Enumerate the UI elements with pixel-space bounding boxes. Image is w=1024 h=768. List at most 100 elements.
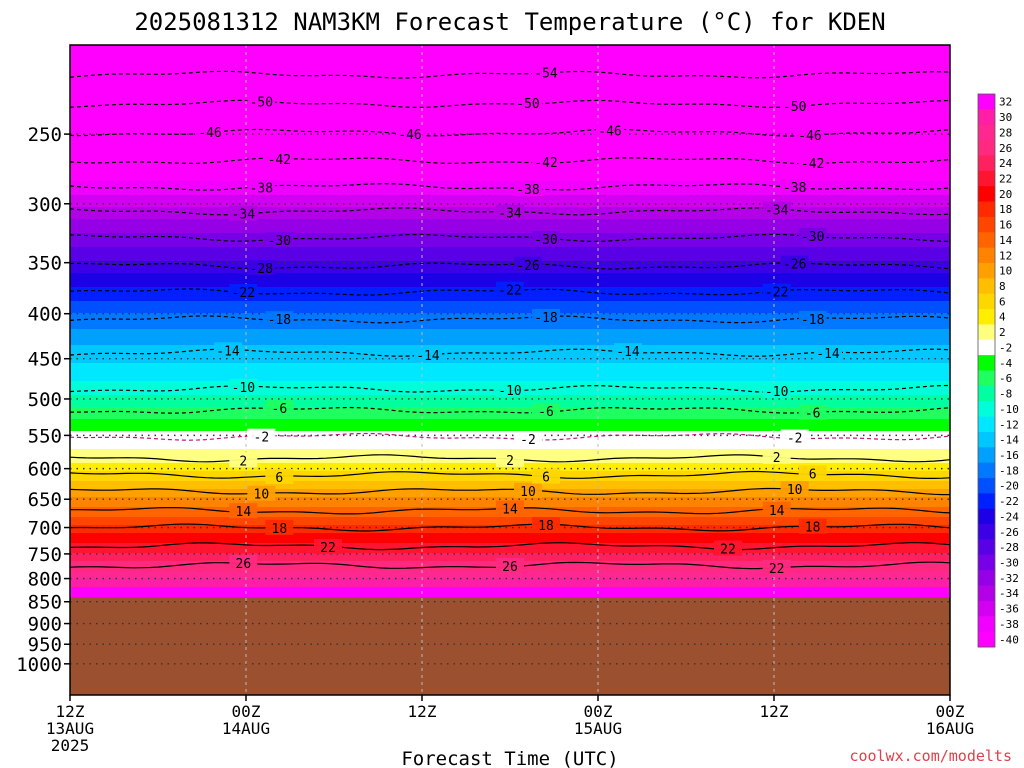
isotherm-line	[69, 542, 951, 551]
isotherm-label-bg	[247, 485, 276, 501]
temperature-band	[70, 323, 950, 326]
temperature-band	[70, 593, 950, 596]
isotherm-label-bg	[796, 126, 824, 142]
temperature-band	[70, 553, 950, 556]
temperature-band	[70, 541, 950, 544]
temperature-band	[70, 577, 950, 580]
temperature-band	[70, 313, 950, 316]
temperature-band	[70, 229, 950, 232]
temperature-band	[70, 499, 950, 502]
isotherm-label: -46	[598, 124, 621, 139]
temperature-band	[70, 177, 950, 180]
temperature-band	[70, 171, 950, 174]
colorbar-swatch	[978, 155, 995, 172]
colorbar-swatch	[978, 524, 995, 540]
temperature-band	[70, 357, 950, 360]
colorbar-label: 10	[999, 265, 1012, 278]
isotherm-label: -14	[416, 349, 440, 364]
colorbar-swatch	[978, 539, 995, 556]
temperature-band	[70, 61, 950, 64]
isotherm-label: -14	[616, 345, 640, 360]
temperature-band	[70, 437, 950, 440]
isotherm-label: 22	[720, 543, 736, 558]
colorbar-label: 6	[999, 295, 1006, 308]
isotherm-label-bg	[532, 403, 560, 419]
isotherm-label-bg	[814, 345, 842, 361]
colorbar-label: -10	[999, 403, 1019, 416]
colorbar-swatch	[978, 370, 995, 387]
temperature-band	[70, 139, 950, 142]
isotherm-label-bg	[514, 181, 542, 197]
temperature-band	[70, 477, 950, 480]
temperature-band	[70, 515, 950, 518]
colorbar-label: -38	[999, 618, 1019, 631]
isotherm-label-bg	[214, 342, 242, 358]
isotherm-label: -6	[538, 405, 554, 420]
isotherm-label-bg	[614, 343, 642, 359]
temperature-band	[70, 115, 950, 118]
temperature-band	[70, 337, 950, 340]
credit-link[interactable]: coolwx.com/modelts	[849, 747, 1012, 765]
temperature-band	[70, 471, 950, 474]
isotherm-label-bg	[798, 518, 827, 534]
isotherm-label: -18	[801, 313, 824, 328]
temperature-band	[70, 79, 950, 82]
temperature-band	[70, 103, 950, 106]
colorbar-swatch	[978, 600, 995, 617]
temperature-band	[70, 583, 950, 586]
temperature-band	[70, 89, 950, 92]
temperature-band	[70, 309, 950, 312]
isotherm-label-bg	[762, 201, 791, 217]
colorbar-swatch	[978, 493, 995, 510]
pressure-tick-label: 300	[28, 194, 62, 216]
temperature-band	[70, 183, 950, 186]
temperature-band	[70, 111, 950, 114]
colorbar-swatch	[978, 262, 995, 279]
isotherm-label-bg	[798, 404, 827, 420]
colorbar-swatch	[978, 585, 995, 602]
temperature-band	[70, 375, 950, 378]
temperature-band	[70, 105, 950, 108]
temperature-band	[70, 521, 950, 524]
temperature-band	[70, 271, 950, 274]
temperature-band	[70, 87, 950, 90]
temperature-band	[70, 409, 950, 412]
pressure-tick-label: 650	[28, 489, 62, 511]
isotherm-label-bg	[414, 346, 442, 362]
temperature-band	[70, 155, 950, 158]
temperature-band	[70, 481, 950, 484]
colorbar-swatch	[978, 431, 995, 448]
temperature-band	[70, 305, 950, 308]
colorbar-label: -34	[999, 587, 1019, 600]
isotherm-label-bg	[247, 428, 276, 444]
isotherm-label: -46	[198, 126, 221, 141]
time-tick-label: 00Z	[584, 702, 613, 721]
isotherm-label-bg	[229, 555, 258, 571]
temperature-band	[70, 241, 950, 244]
temperature-band	[70, 433, 950, 436]
temperature-band	[70, 221, 950, 224]
colorbar-label: 8	[999, 280, 1006, 293]
colorbar-swatch	[978, 278, 995, 295]
colorbar-legend: 32 30 28 26 24 22 20 18 16 14 12 10 8 6 4 2 -2 -4 -6 -8 -10 -…	[977, 93, 1019, 648]
temperature-band	[70, 71, 950, 74]
isotherm-label: 2	[239, 454, 247, 469]
isotherm-label: -14	[816, 347, 840, 362]
isotherm-label-bg	[265, 400, 294, 416]
temperature-band	[70, 365, 950, 368]
temperature-band	[70, 533, 950, 536]
colorbar-swatch	[978, 293, 995, 310]
temperature-band	[70, 179, 950, 182]
temperature-band	[70, 549, 950, 552]
temperature-band	[70, 523, 950, 526]
isotherm-label: 18	[272, 522, 288, 537]
temperature-band	[70, 265, 950, 268]
temperature-band	[70, 595, 950, 598]
temperature-band	[70, 339, 950, 342]
colorbar-label: -28	[999, 541, 1019, 554]
isotherm-label: -22	[498, 284, 521, 299]
isotherm-label-bg	[780, 97, 809, 113]
temperature-band	[70, 485, 950, 488]
temperature-band	[70, 185, 950, 188]
temperature-band	[70, 429, 950, 432]
